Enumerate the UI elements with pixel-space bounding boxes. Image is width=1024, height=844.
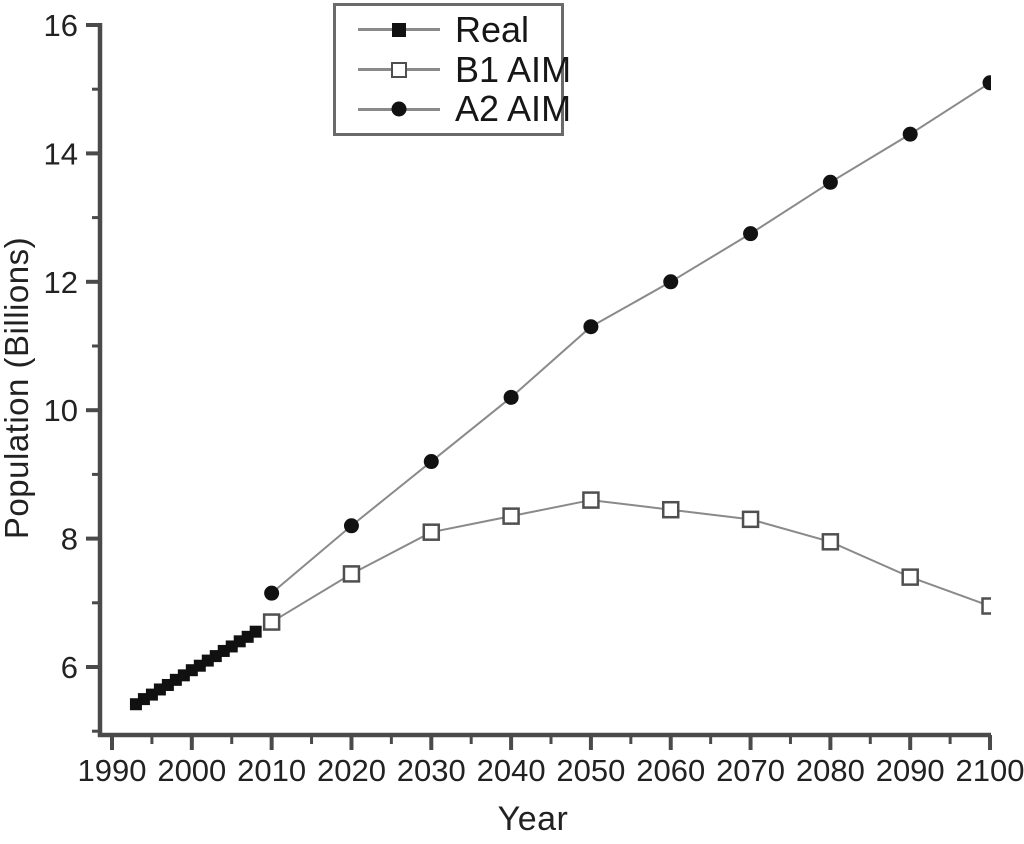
x-tick-label: 2090 [876,753,945,788]
data-point-b1-aim [262,613,281,631]
filled-circle-marker-icon [391,101,407,117]
data-point-b1-aim [422,523,441,541]
data-point-b1-aim [901,568,919,586]
legend-sample-real [358,20,440,40]
series-line-a2-aim [270,81,991,594]
x-tick-label: 2070 [716,753,785,788]
y-tick-label: 16 [44,8,78,43]
y-tick-label: 10 [44,393,78,428]
series-a2-aim [264,75,991,601]
y-tick-label: 12 [44,265,78,300]
legend-sample-b1-aim [358,60,440,80]
data-point-a2-aim [423,454,439,470]
series-b1-aim [262,491,991,631]
data-point-b1-aim [582,491,600,509]
data-point-a2-aim [982,75,991,91]
x-tick-label: 2010 [237,753,306,788]
legend-label-a2-aim: A2 AIM [455,88,572,130]
data-point-a2-aim [343,518,359,534]
legend: Real B1 AIM A2 AIM [333,3,571,136]
data-point-b1-aim [661,500,680,519]
data-point-b1-aim [502,507,520,525]
y-tick-label: 8 [61,522,78,557]
data-point-a2-aim [583,319,599,335]
x-tick-label: 2060 [636,753,705,788]
y-tick-label: 6 [61,650,78,685]
x-tick-label: 2030 [397,753,466,788]
legend-item-real: Real [358,10,561,50]
x-tick-label: 2040 [477,753,546,788]
data-point-real [249,625,262,638]
x-tick-label: 2000 [157,753,226,788]
x-tick-label: 2020 [317,753,386,788]
filled-square-marker-icon [392,22,406,37]
legend-label-b1-aim: B1 AIM [455,48,572,90]
series-line-b1-aim [271,499,991,623]
axis-ticks [86,23,993,750]
data-series [129,75,991,711]
open-square-marker-icon [391,61,407,78]
x-tick-label: 2050 [556,753,625,788]
data-point-a2-aim [264,585,280,601]
x-tick-label: 1990 [78,753,147,788]
legend-sample-a2-aim [358,99,440,119]
data-point-a2-aim [822,174,838,190]
y-axis-title: Population (Billions) [0,237,35,539]
data-point-b1-aim [741,510,760,529]
legend-label-real: Real [455,8,530,50]
data-point-a2-aim [663,274,679,290]
x-axis-title: Year [498,800,569,838]
legend-item-a2-aim: A2 AIM [358,89,571,129]
legend-item-b1-aim: B1 AIM [358,50,571,90]
series-real [129,625,262,711]
data-point-a2-aim [503,389,519,405]
y-tick-label: 14 [44,136,78,171]
data-point-b1-aim [821,533,840,551]
data-point-a2-aim [743,226,759,242]
x-tick-label: 2080 [796,753,865,788]
data-point-a2-aim [902,126,918,142]
x-tick-label: 2100 [956,753,1024,788]
data-point-b1-aim [342,565,361,583]
data-point-b1-aim [981,597,991,615]
axis-tick-labels: 1990 2000 2010 2020 2030 2040 2050 2060 2070 2080… [44,8,1024,788]
axes [97,23,991,738]
